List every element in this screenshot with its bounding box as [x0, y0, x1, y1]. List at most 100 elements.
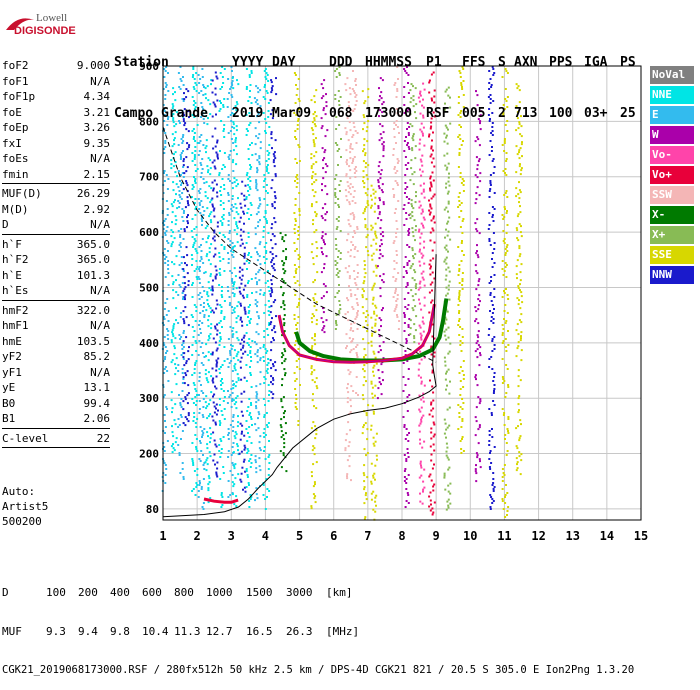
echo-point — [491, 502, 494, 504]
echo-point — [490, 356, 493, 358]
echo-point — [372, 490, 375, 493]
echo-point — [458, 282, 461, 284]
echo-point — [352, 308, 355, 310]
echo-point — [310, 505, 313, 508]
y-tick-label: 300 — [139, 392, 159, 405]
echo-point — [334, 188, 337, 190]
echo-point — [230, 388, 233, 390]
echo-point — [295, 272, 297, 274]
echo-point — [339, 230, 342, 232]
echo-point — [501, 408, 504, 410]
echo-point — [312, 393, 314, 396]
echo-point — [492, 500, 495, 502]
echo-point — [501, 498, 504, 500]
echo-point — [178, 244, 181, 246]
echo-point — [346, 117, 349, 120]
echo-point — [407, 132, 410, 134]
echo-point — [207, 237, 209, 240]
echo-point — [240, 480, 243, 483]
echo-point — [250, 356, 252, 358]
echo-point — [474, 202, 477, 205]
echo-point — [505, 70, 508, 72]
echo-point — [235, 101, 238, 104]
echo-point — [246, 452, 249, 454]
echo-point — [227, 366, 230, 368]
param-value: N/A — [90, 74, 110, 88]
echo-point — [192, 382, 195, 384]
echo-point — [364, 224, 367, 227]
echo-point — [248, 500, 251, 502]
echo-point — [233, 127, 236, 130]
echo-point — [503, 380, 506, 382]
echo-point — [324, 213, 327, 216]
echo-point — [250, 418, 253, 420]
echo-point — [179, 180, 181, 182]
echo-point — [408, 432, 410, 434]
echo-point — [475, 452, 478, 455]
echo-point — [313, 405, 315, 408]
echo-point — [445, 134, 448, 137]
echo-point — [182, 134, 185, 136]
echo-point — [182, 268, 185, 271]
echo-point — [351, 212, 354, 214]
echo-point — [184, 122, 187, 125]
echo-point — [255, 213, 258, 216]
echo-point — [198, 136, 201, 138]
echo-point — [363, 364, 366, 367]
echo-point — [412, 309, 415, 312]
echo-point — [407, 92, 410, 94]
echo-point — [209, 201, 212, 204]
echo-point — [249, 372, 252, 374]
echo-point — [247, 236, 250, 238]
echo-point — [419, 326, 422, 329]
echo-point — [281, 378, 284, 381]
echo-point — [447, 180, 450, 183]
echo-point — [163, 318, 166, 320]
echo-point — [164, 140, 167, 142]
echo-point — [228, 362, 231, 364]
echo-point — [516, 117, 519, 120]
echo-point — [187, 324, 190, 327]
echo-point — [264, 304, 267, 306]
echo-point — [163, 344, 166, 346]
hdr-value-ffs: 005 — [462, 106, 486, 121]
echo-point — [418, 100, 421, 103]
echo-point — [406, 282, 409, 284]
echo-point — [193, 136, 195, 138]
echo-point — [231, 195, 234, 198]
echo-point — [243, 376, 246, 379]
echo-point — [406, 144, 409, 146]
echo-point — [405, 196, 408, 198]
echo-point — [379, 177, 382, 180]
echo-point — [265, 424, 268, 426]
echo-point — [395, 108, 398, 110]
echo-point — [221, 496, 224, 498]
x-tick-label: 3 — [228, 529, 235, 543]
echo-point — [396, 170, 399, 172]
echo-point — [378, 213, 381, 216]
echo-point — [263, 382, 266, 384]
echo-point — [354, 96, 357, 98]
echo-point — [264, 76, 267, 78]
echo-point — [507, 330, 509, 332]
echo-point — [223, 246, 226, 248]
echo-point — [215, 349, 218, 352]
echo-point — [231, 292, 234, 294]
echo-point — [221, 286, 223, 288]
echo-point — [211, 115, 214, 118]
echo-point — [375, 362, 378, 365]
echo-point — [395, 262, 398, 264]
echo-point — [298, 298, 301, 300]
echo-point — [206, 291, 209, 294]
echo-point — [334, 98, 337, 100]
echo-point — [418, 250, 421, 253]
echo-point — [370, 316, 373, 319]
echo-point — [165, 256, 168, 258]
echo-point — [263, 416, 266, 418]
echo-point — [378, 345, 381, 348]
echo-point — [361, 306, 364, 309]
echo-point — [180, 156, 182, 158]
echo-point — [244, 284, 247, 287]
echo-point — [255, 401, 258, 404]
echo-point — [268, 126, 271, 128]
